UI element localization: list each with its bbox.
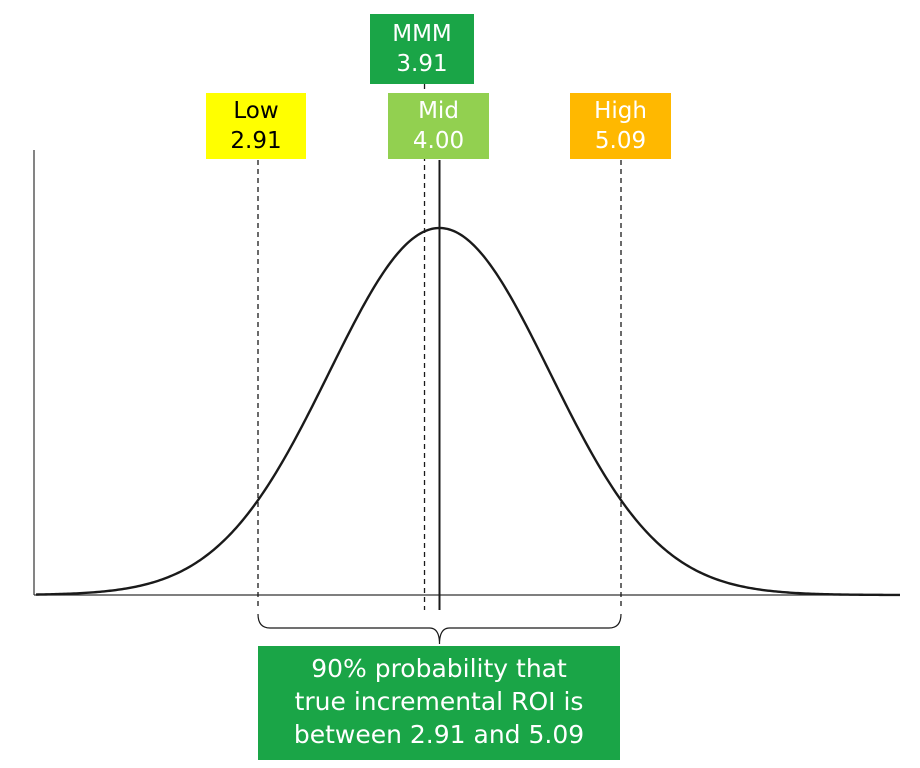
mid-label-name: Mid [418,98,459,124]
mmm-label-value: 3.91 [396,51,448,77]
bell-curve [35,226,901,597]
interval-brace [257,613,622,645]
mid-label: Mid 4.00 [388,93,489,159]
probability-note-line: true incremental ROI is [294,687,584,716]
low-label: Low 2.91 [206,93,306,159]
high-label-name: High [594,98,647,124]
high-label-value: 5.09 [594,128,647,154]
mid-label-value: 4.00 [412,128,465,154]
probability-note-line: 90% probability that [311,654,567,683]
probability-note: 90% probability that true incremental RO… [258,646,620,760]
low-label-value: 2.91 [230,128,282,154]
high-label: High 5.09 [570,93,671,159]
probability-note-line: between 2.91 and 5.09 [293,720,585,749]
mmm-label: MMM 3.91 [370,14,474,84]
mmm-label-name: MMM [392,21,452,47]
low-label-name: Low [233,98,279,124]
